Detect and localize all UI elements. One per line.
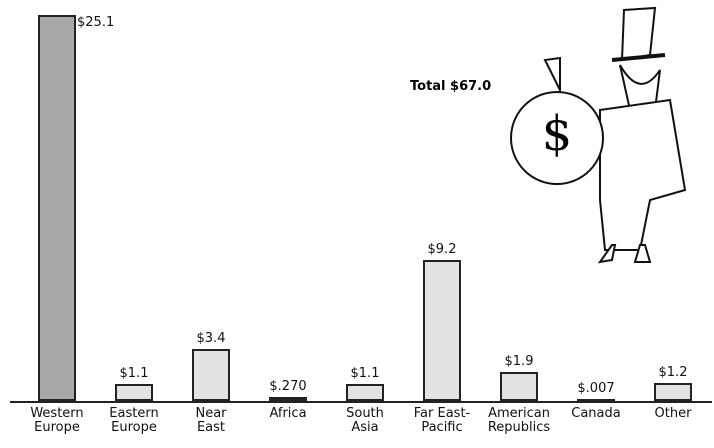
hat (622, 8, 655, 60)
x-tick-label: Africa (248, 407, 328, 421)
bar (115, 384, 153, 401)
annotation: Total $67.0 (410, 79, 491, 94)
x-tick-label: Near East (171, 407, 251, 435)
value-label: $1.1 (94, 366, 174, 381)
bar (577, 399, 615, 403)
value-label: $9.2 (402, 242, 482, 257)
bar (192, 349, 230, 401)
bag-neck (545, 58, 560, 95)
bar (423, 260, 461, 401)
value-label: $.270 (248, 379, 328, 394)
x-tick-label: Canada (556, 407, 636, 421)
value-label: $1.9 (479, 354, 559, 369)
chart: $ Total $67.0 Western Europe $25.1 Eastern… (0, 0, 714, 448)
value-label: $.007 (556, 381, 636, 396)
x-tick-label: Far East- Pacific (402, 407, 482, 435)
bar (269, 397, 307, 401)
hat-brim (612, 55, 665, 60)
bag-symbol: $ (542, 106, 573, 162)
value-label: $1.2 (633, 365, 713, 380)
value-label: $1.1 (325, 366, 405, 381)
bar (346, 384, 384, 401)
x-tick-label: Other (633, 407, 713, 421)
value-label: $25.1 (77, 15, 157, 30)
x-tick-label: Eastern Europe (94, 407, 174, 435)
x-tick-label: American Republics (479, 407, 559, 435)
bar (654, 383, 692, 401)
bar (38, 15, 76, 401)
x-tick-label: Western Europe (17, 407, 97, 435)
x-tick-label: South Asia (325, 407, 405, 435)
bar (500, 372, 538, 401)
coat (600, 100, 685, 250)
value-label: $3.4 (171, 331, 251, 346)
